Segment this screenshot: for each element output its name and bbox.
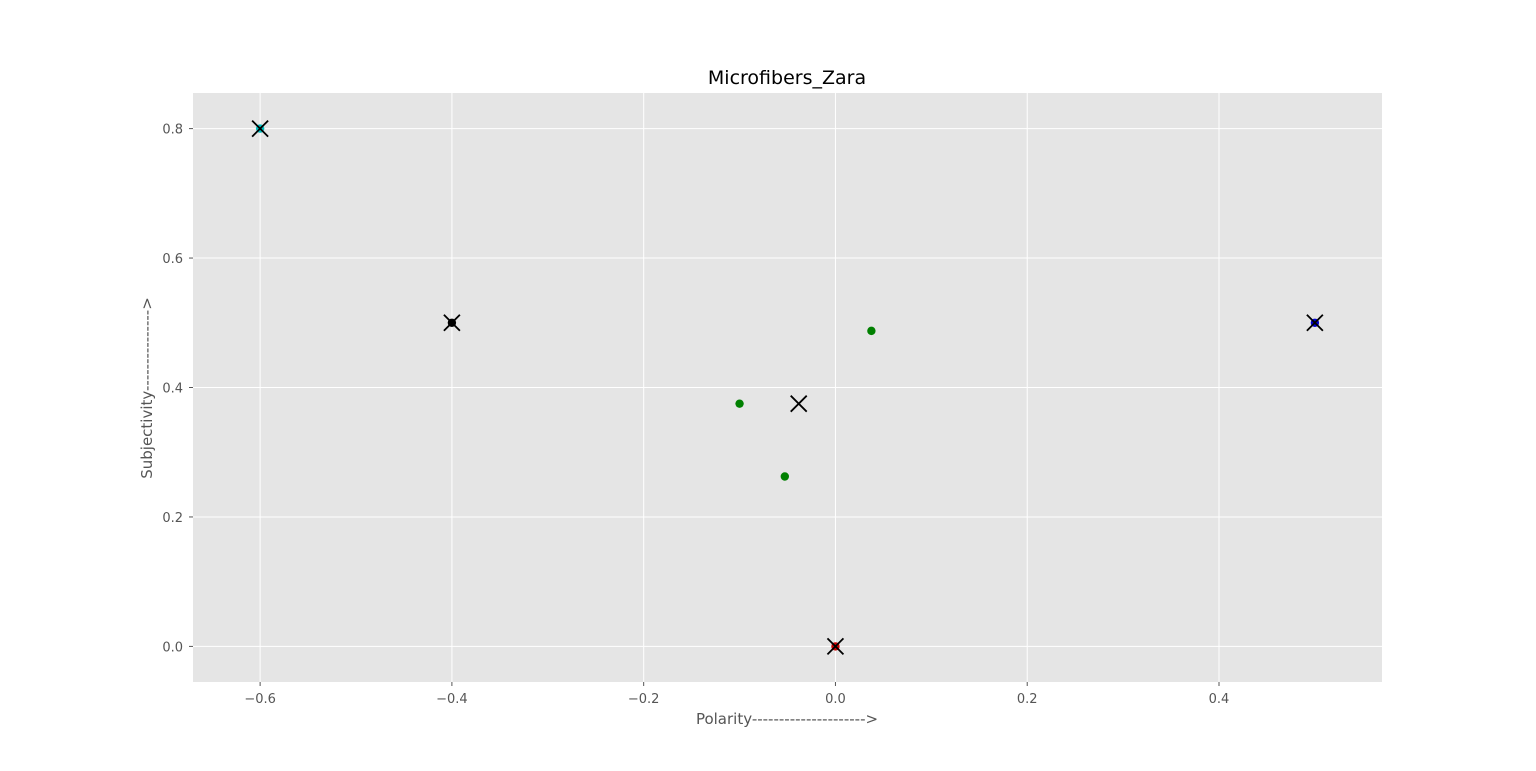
centroid-marker <box>443 314 461 332</box>
y-tick-label: 0.0 <box>162 640 183 655</box>
x-tick-label: 0.0 <box>825 692 846 707</box>
y-tick-label: 0.2 <box>162 511 183 526</box>
centroid-marker <box>790 395 808 413</box>
grid <box>193 93 1382 682</box>
data-point <box>867 326 876 336</box>
x-tick-label: −0.2 <box>628 692 660 707</box>
y-axis-label: Subjectivity---------------> <box>138 297 156 479</box>
centroid-marker <box>251 119 269 138</box>
chart-title: Microfibers_Zara <box>708 67 866 89</box>
x-tick-label: 0.2 <box>1017 692 1038 707</box>
axis-ticks: −0.6 −0.4 −0.2 0.0 0.2 0.4 0.0 0.2 0.4 0.6 0.8 <box>162 123 1229 707</box>
centroid-marker <box>1306 314 1324 332</box>
x-tick-label: 0.4 <box>1209 692 1230 707</box>
data-point <box>735 399 744 408</box>
centroid-marker <box>826 637 845 656</box>
centroid-markers <box>251 119 1324 656</box>
data-point <box>780 472 790 481</box>
x-tick-label: −0.4 <box>436 692 468 707</box>
x-tick-label: −0.6 <box>244 692 276 707</box>
x-axis-label: Polarity---------------------> <box>696 710 878 728</box>
y-tick-label: 0.6 <box>162 252 183 267</box>
y-tick-label: 0.4 <box>162 382 183 397</box>
y-tick-label: 0.8 <box>162 123 183 138</box>
